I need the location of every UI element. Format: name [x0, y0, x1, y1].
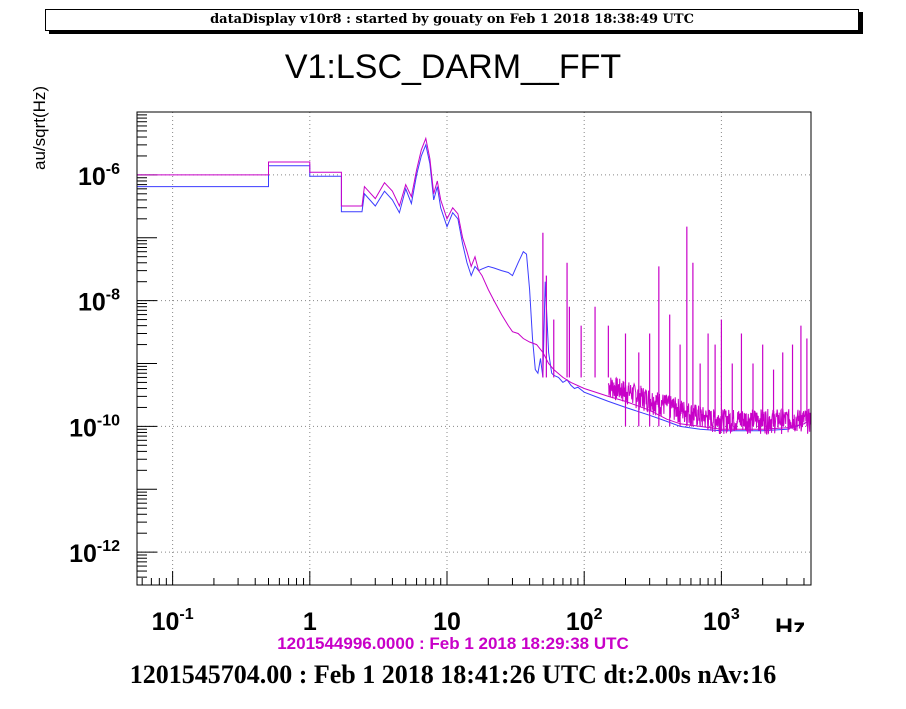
y-tick-label: 10-12 [69, 538, 120, 568]
y-tick-label: 10-10 [69, 412, 120, 442]
x-tick-label: 102 [566, 606, 603, 636]
spectrum-series-1 [137, 143, 812, 432]
reference-time-label: 1201544996.0000 : Feb 1 2018 18:29:38 UT… [277, 634, 629, 653]
x-tick-label: 1 [303, 608, 317, 636]
window-title-text: dataDisplay v10r8 : started by gouaty on… [210, 12, 694, 27]
window-title-bar: dataDisplay v10r8 : started by gouaty on… [45, 9, 859, 31]
current-time-label: 1201545704.00 : Feb 1 2018 18:41:26 UTC … [129, 660, 777, 689]
x-axis-label-mask [770, 632, 830, 652]
x-tick-label: 10 [433, 608, 461, 636]
x-tick-label: 10-1 [152, 606, 194, 636]
y-tick-label: 10-6 [78, 161, 120, 191]
chart-title: V1:LSC_DARM__FFT [284, 48, 622, 86]
spectrum-series-2 [137, 136, 812, 430]
plot-frame [136, 111, 812, 586]
spectrum-noise-band [607, 376, 812, 436]
y-tick-label: 10-8 [78, 287, 120, 317]
x-tick-label: 103 [703, 606, 740, 636]
